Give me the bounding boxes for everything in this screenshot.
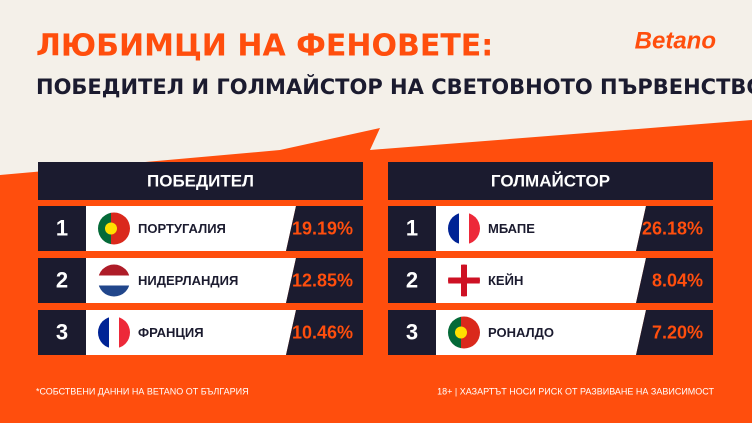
percent-box bbox=[286, 310, 363, 355]
rank: 1 bbox=[406, 215, 418, 240]
percent-box bbox=[286, 258, 363, 303]
name: МБАПЕ bbox=[488, 221, 535, 236]
rank: 3 bbox=[406, 319, 418, 344]
rank: 2 bbox=[56, 267, 68, 292]
percent-box bbox=[636, 310, 713, 355]
flag bbox=[448, 213, 480, 245]
table-header bbox=[38, 162, 363, 200]
table-title: ГОЛМАЙСТОР bbox=[491, 171, 610, 190]
flag bbox=[98, 317, 130, 349]
name-box bbox=[86, 206, 296, 251]
percent: 7.20% bbox=[652, 322, 703, 342]
rank: 2 bbox=[406, 267, 418, 292]
rank-box bbox=[38, 258, 86, 303]
name-box bbox=[86, 310, 296, 355]
name: ФРАНЦИЯ bbox=[138, 325, 204, 340]
rank: 1 bbox=[56, 215, 68, 240]
logo: Betano bbox=[635, 27, 716, 54]
rank-box bbox=[388, 310, 436, 355]
percent: 26.18% bbox=[642, 218, 703, 238]
rank-box bbox=[38, 206, 86, 251]
percent-box bbox=[636, 206, 713, 251]
percent: 8.04% bbox=[652, 270, 703, 290]
name: КЕЙН bbox=[488, 273, 523, 288]
percent-box bbox=[286, 206, 363, 251]
name-box bbox=[86, 258, 296, 303]
percent: 19.19% bbox=[292, 218, 353, 238]
name: НИДЕРЛАНДИЯ bbox=[138, 273, 238, 288]
name: РОНАЛДО bbox=[488, 325, 554, 340]
rank: 3 bbox=[56, 319, 68, 344]
subtitle: ПОБЕДИТЕЛ И ГОЛМАЙСТОР НА СВЕТОВНОТО ПЪР… bbox=[36, 74, 752, 99]
disclaimer: 18+ | ХАЗАРТЪТ НОСИ РИСК ОТ РАЗВИВАНЕ НА… bbox=[437, 386, 714, 396]
name-box bbox=[436, 258, 646, 303]
table-header bbox=[388, 162, 713, 200]
title: ЛЮБИМЦИ НА ФЕНОВЕТЕ: bbox=[36, 29, 493, 64]
rank-box bbox=[388, 258, 436, 303]
rank-box bbox=[38, 310, 86, 355]
flag bbox=[448, 317, 480, 349]
name-box bbox=[436, 310, 646, 355]
rank-box bbox=[388, 206, 436, 251]
percent: 10.46% bbox=[292, 322, 353, 342]
flag bbox=[98, 213, 130, 245]
percent-box bbox=[636, 258, 713, 303]
name-box bbox=[436, 206, 646, 251]
percent: 12.85% bbox=[292, 270, 353, 290]
name: ПОРТУГАЛИЯ bbox=[138, 221, 226, 236]
flag bbox=[98, 265, 130, 297]
table-title: ПОБЕДИТЕЛ bbox=[147, 171, 254, 190]
footnote: *СОБСТВЕНИ ДАННИ НА BETANO ОТ БЪЛГАРИЯ bbox=[36, 386, 249, 396]
flag bbox=[448, 265, 480, 297]
